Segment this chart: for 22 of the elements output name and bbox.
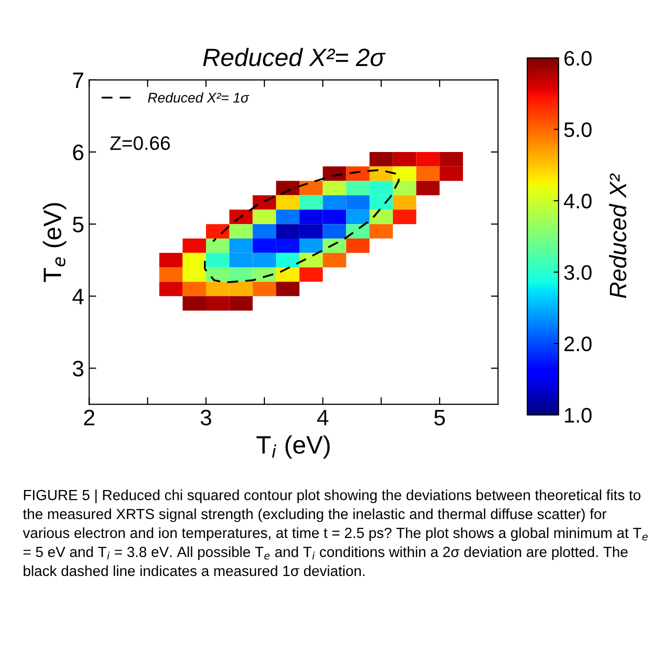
x-tick-label: 2 xyxy=(84,410,94,426)
legend-label: Reduced X²= 1σ xyxy=(148,92,250,103)
y-tick-label: 5 xyxy=(72,216,84,232)
color-bar-label: 2.0 xyxy=(564,336,592,352)
color-bar-label: 3.0 xyxy=(564,265,592,280)
color-bar-label: 6.0 xyxy=(564,50,592,66)
y-tick-label: 7 xyxy=(73,72,84,88)
y-tick-label: 4 xyxy=(72,288,84,304)
y-axis-title: T$_{e}$ (eV) xyxy=(42,203,66,282)
color-bar-label: 4.0 xyxy=(564,194,592,208)
text: FIGURE 5 | Reduced chi squared contour plot showing the deviations between theoretical fits to the measured XRTS signal strength (excluding the inelastic and thermal diffuse scatter) for various electron and ion temperatures, at time t = 2.5 ps? The plot shows a global minimum at T$_{e}$ = 5 eV and T$_{i}$ = 3.8 eV. All possible T$_{e}$ and T$_{i}$ conditions within a 2σ deviation are plotted. The black dashed line indicates a measured 1σ deviation. xyxy=(22,490,648,576)
x-tick-label: 3 xyxy=(200,410,212,426)
annotation: Z=0.66 xyxy=(110,136,170,150)
x-tick-label: 5 xyxy=(434,410,445,426)
y-tick-label: 3 xyxy=(72,360,84,376)
y-tick-label: 6 xyxy=(73,144,84,160)
x-tick-label: 4 xyxy=(317,410,328,426)
color-bar-label: 5.0 xyxy=(564,122,592,138)
chart-title: Reduced X²= 2σ xyxy=(203,48,386,66)
color-bar-label: 1.0 xyxy=(565,408,592,423)
x-axis-title: T$_{i}$ (eV) xyxy=(256,435,330,459)
color-bar-title: Reduced X² xyxy=(609,173,626,298)
